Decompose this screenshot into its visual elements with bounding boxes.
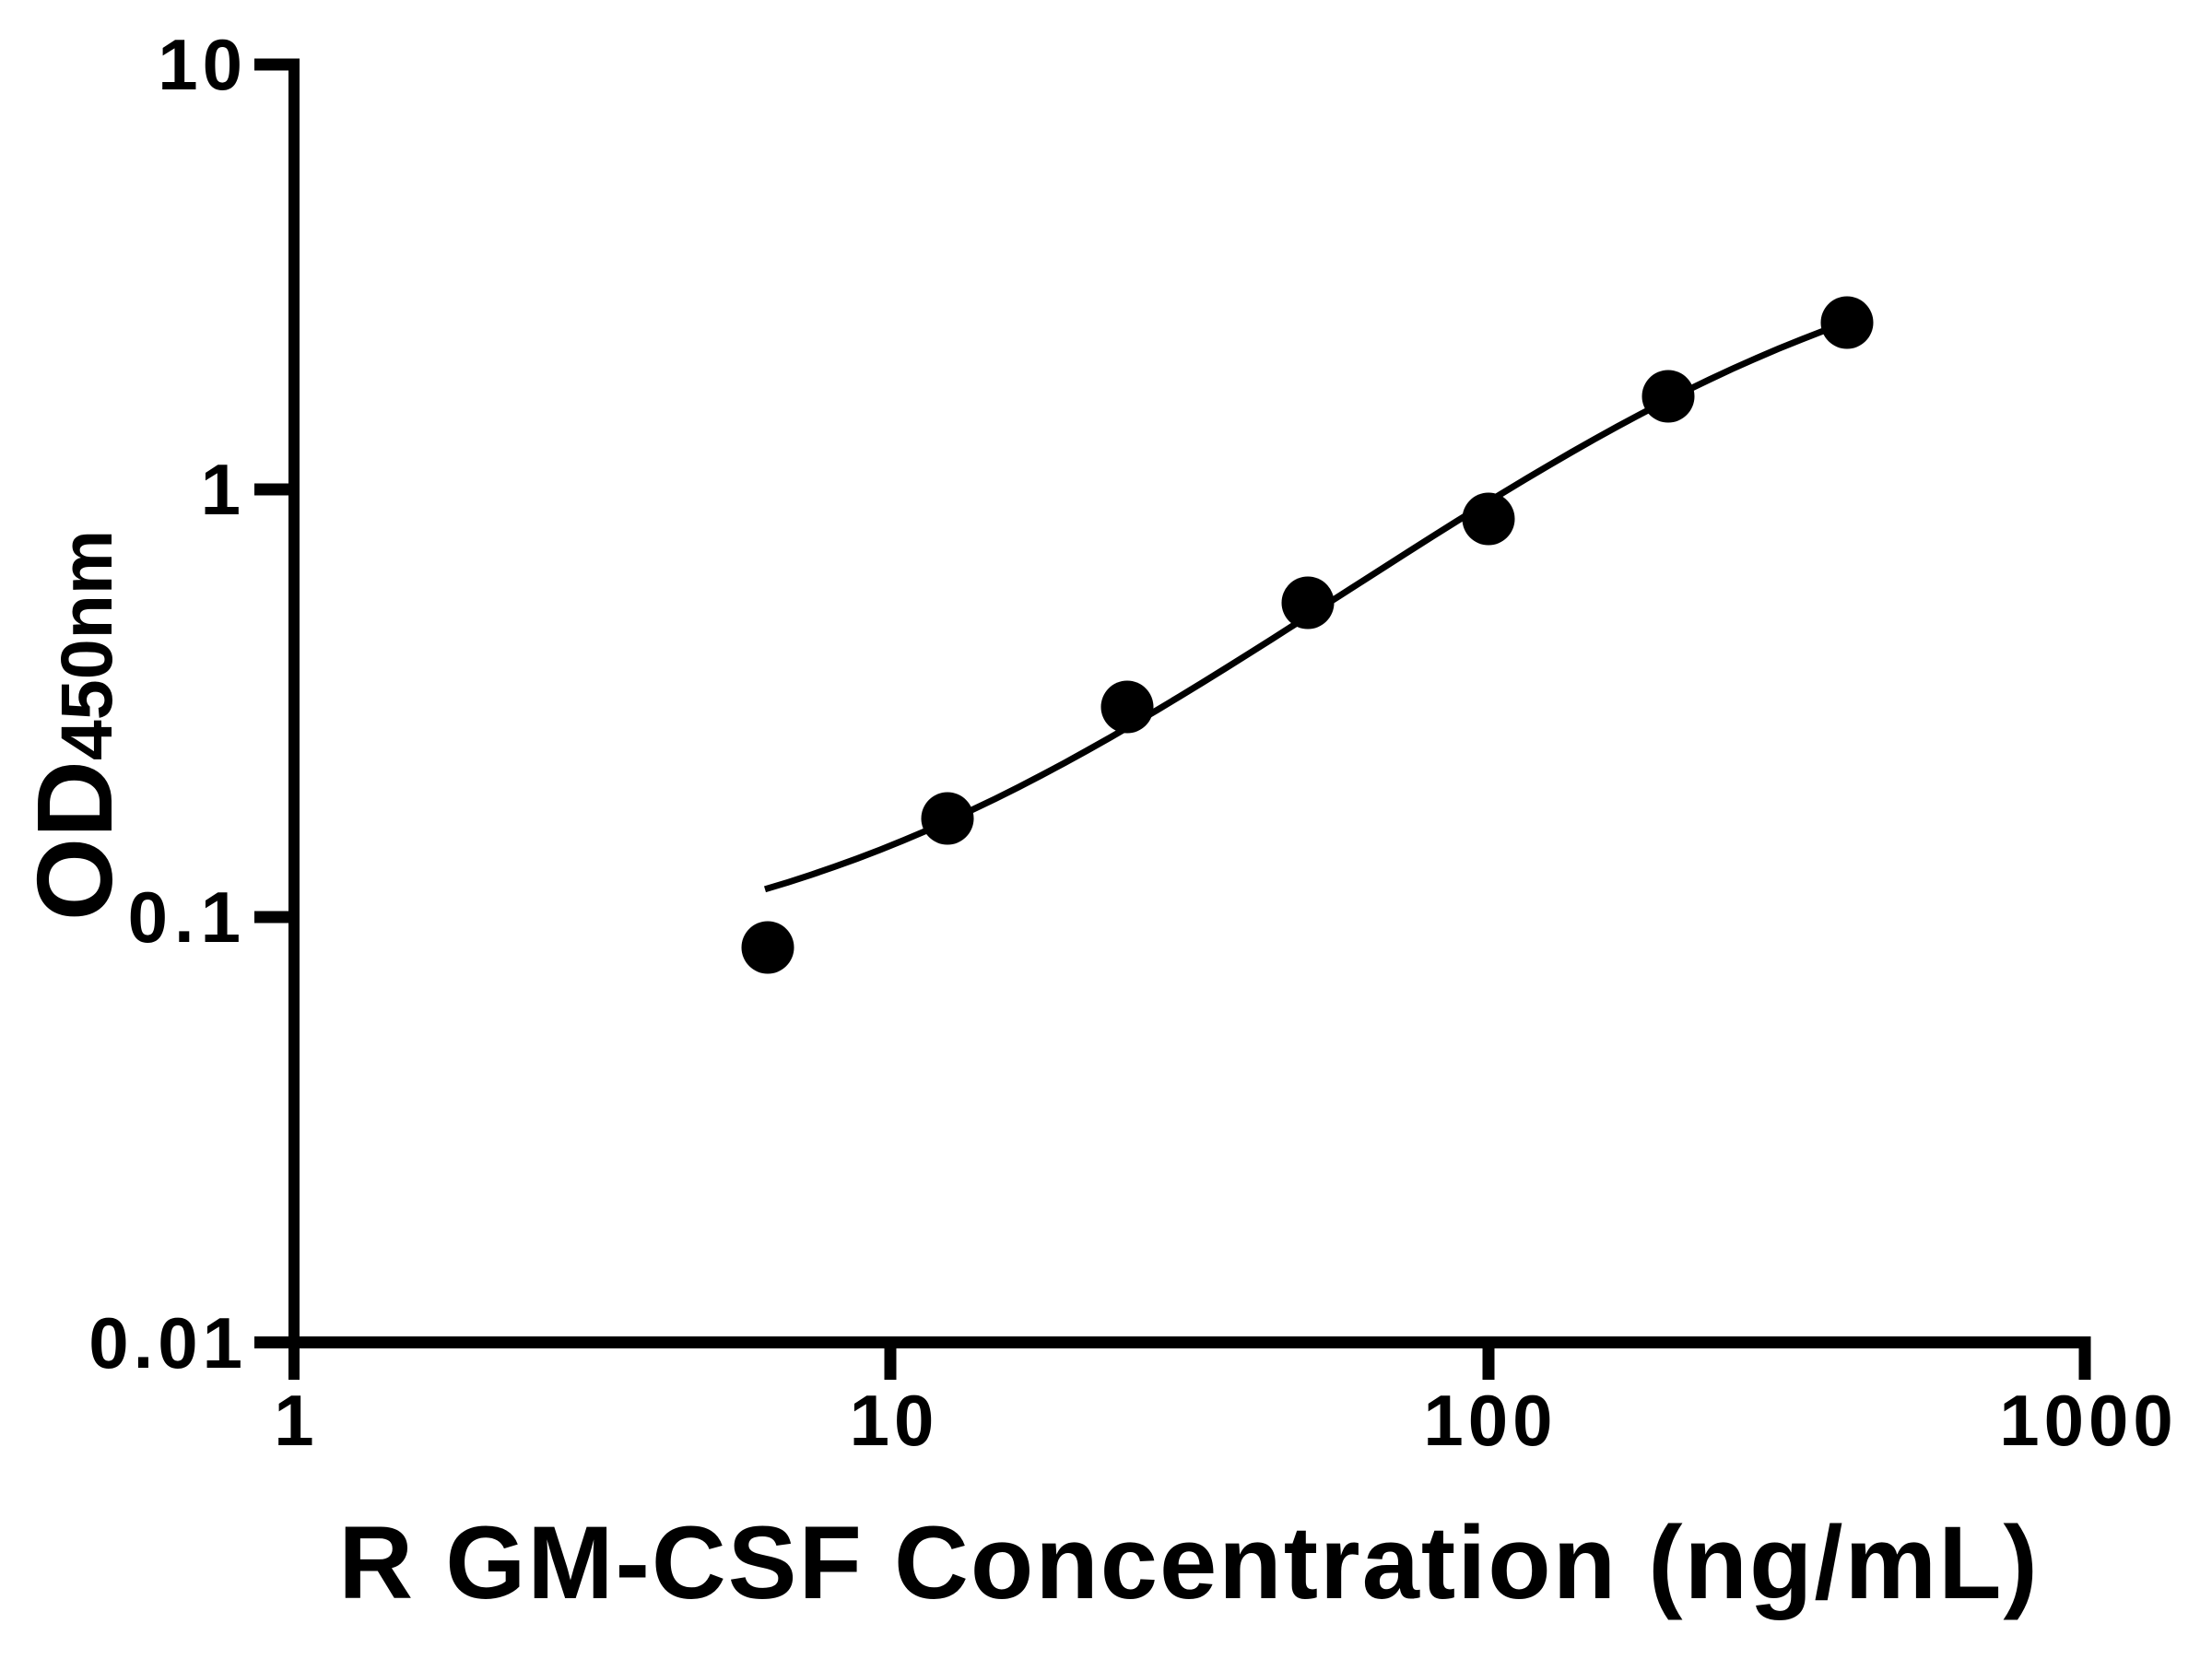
svg-text:OD450nm: OD450nm: [15, 530, 135, 921]
svg-text:10: 10: [850, 1380, 939, 1461]
svg-text:R GM-CSF Concentration (ng/mL): R GM-CSF Concentration (ng/mL): [338, 1505, 2040, 1620]
svg-text:1000: 1000: [1999, 1380, 2178, 1461]
svg-text:1: 1: [201, 449, 241, 530]
svg-text:0.1: 0.1: [128, 877, 247, 958]
svg-text:10: 10: [158, 24, 247, 105]
svg-text:0.01: 0.01: [88, 1302, 247, 1383]
svg-text:100: 100: [1423, 1380, 1557, 1461]
svg-text:1: 1: [274, 1380, 313, 1461]
